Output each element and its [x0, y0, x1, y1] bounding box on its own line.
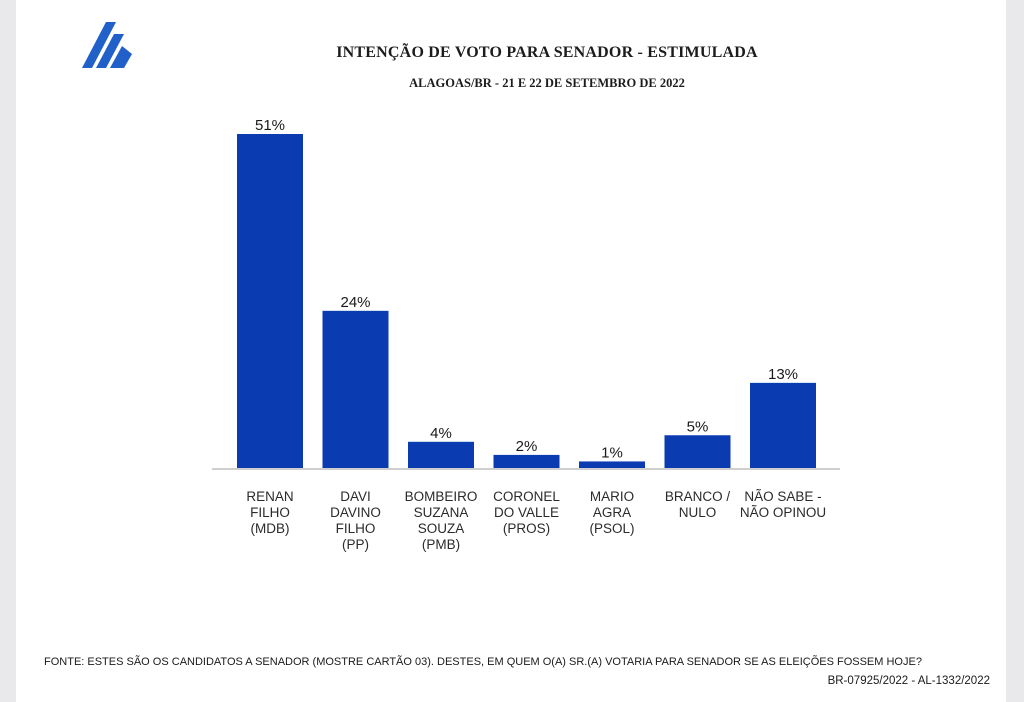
bar-4: [579, 461, 645, 468]
mountain-stripes-logo-icon: [82, 22, 132, 68]
bar-0: [237, 134, 303, 468]
registration-code: BR-07925/2022 - AL-1332/2022: [827, 675, 990, 687]
source-note: FONTE: ESTES SÃO OS CANDIDATOS A SENADOR…: [44, 656, 922, 668]
chart-card: [16, 0, 1006, 702]
data-label-6: 13%: [768, 366, 798, 383]
bar-1: [322, 310, 389, 468]
data-label-1: 24%: [340, 294, 370, 311]
bar-2: [408, 441, 474, 468]
chart-subtitle: ALAGOAS/BR - 21 E 22 DE SETEMBRO DE 2022: [409, 76, 685, 90]
bar-3: [493, 454, 560, 468]
data-label-0: 51%: [255, 117, 285, 134]
category-label-5: BRANCO / NULO: [664, 489, 731, 520]
category-label-1: DAVI DAVINO FILHO (PP): [330, 489, 381, 552]
bar-5: [664, 435, 731, 468]
category-label-4: MARIO AGRA (PSOL): [589, 489, 635, 536]
bar-6: [750, 382, 816, 468]
data-label-4: 1%: [601, 444, 623, 461]
category-label-6: NÃO SABE - NÃO OPINOU: [739, 489, 827, 520]
category-label-3: CORONEL DO VALLE (PROS): [493, 489, 560, 536]
data-label-3: 2%: [516, 438, 538, 455]
category-label-0: RENAN FILHO (MDB): [246, 489, 294, 536]
data-label-5: 5%: [687, 418, 709, 435]
category-label-2: BOMBEIRO SUZANA SOUZA (PMB): [404, 489, 478, 552]
data-label-2: 4%: [430, 425, 452, 442]
chart-title: INTENÇÃO DE VOTO PARA SENADOR - ESTIMULA…: [336, 44, 758, 61]
